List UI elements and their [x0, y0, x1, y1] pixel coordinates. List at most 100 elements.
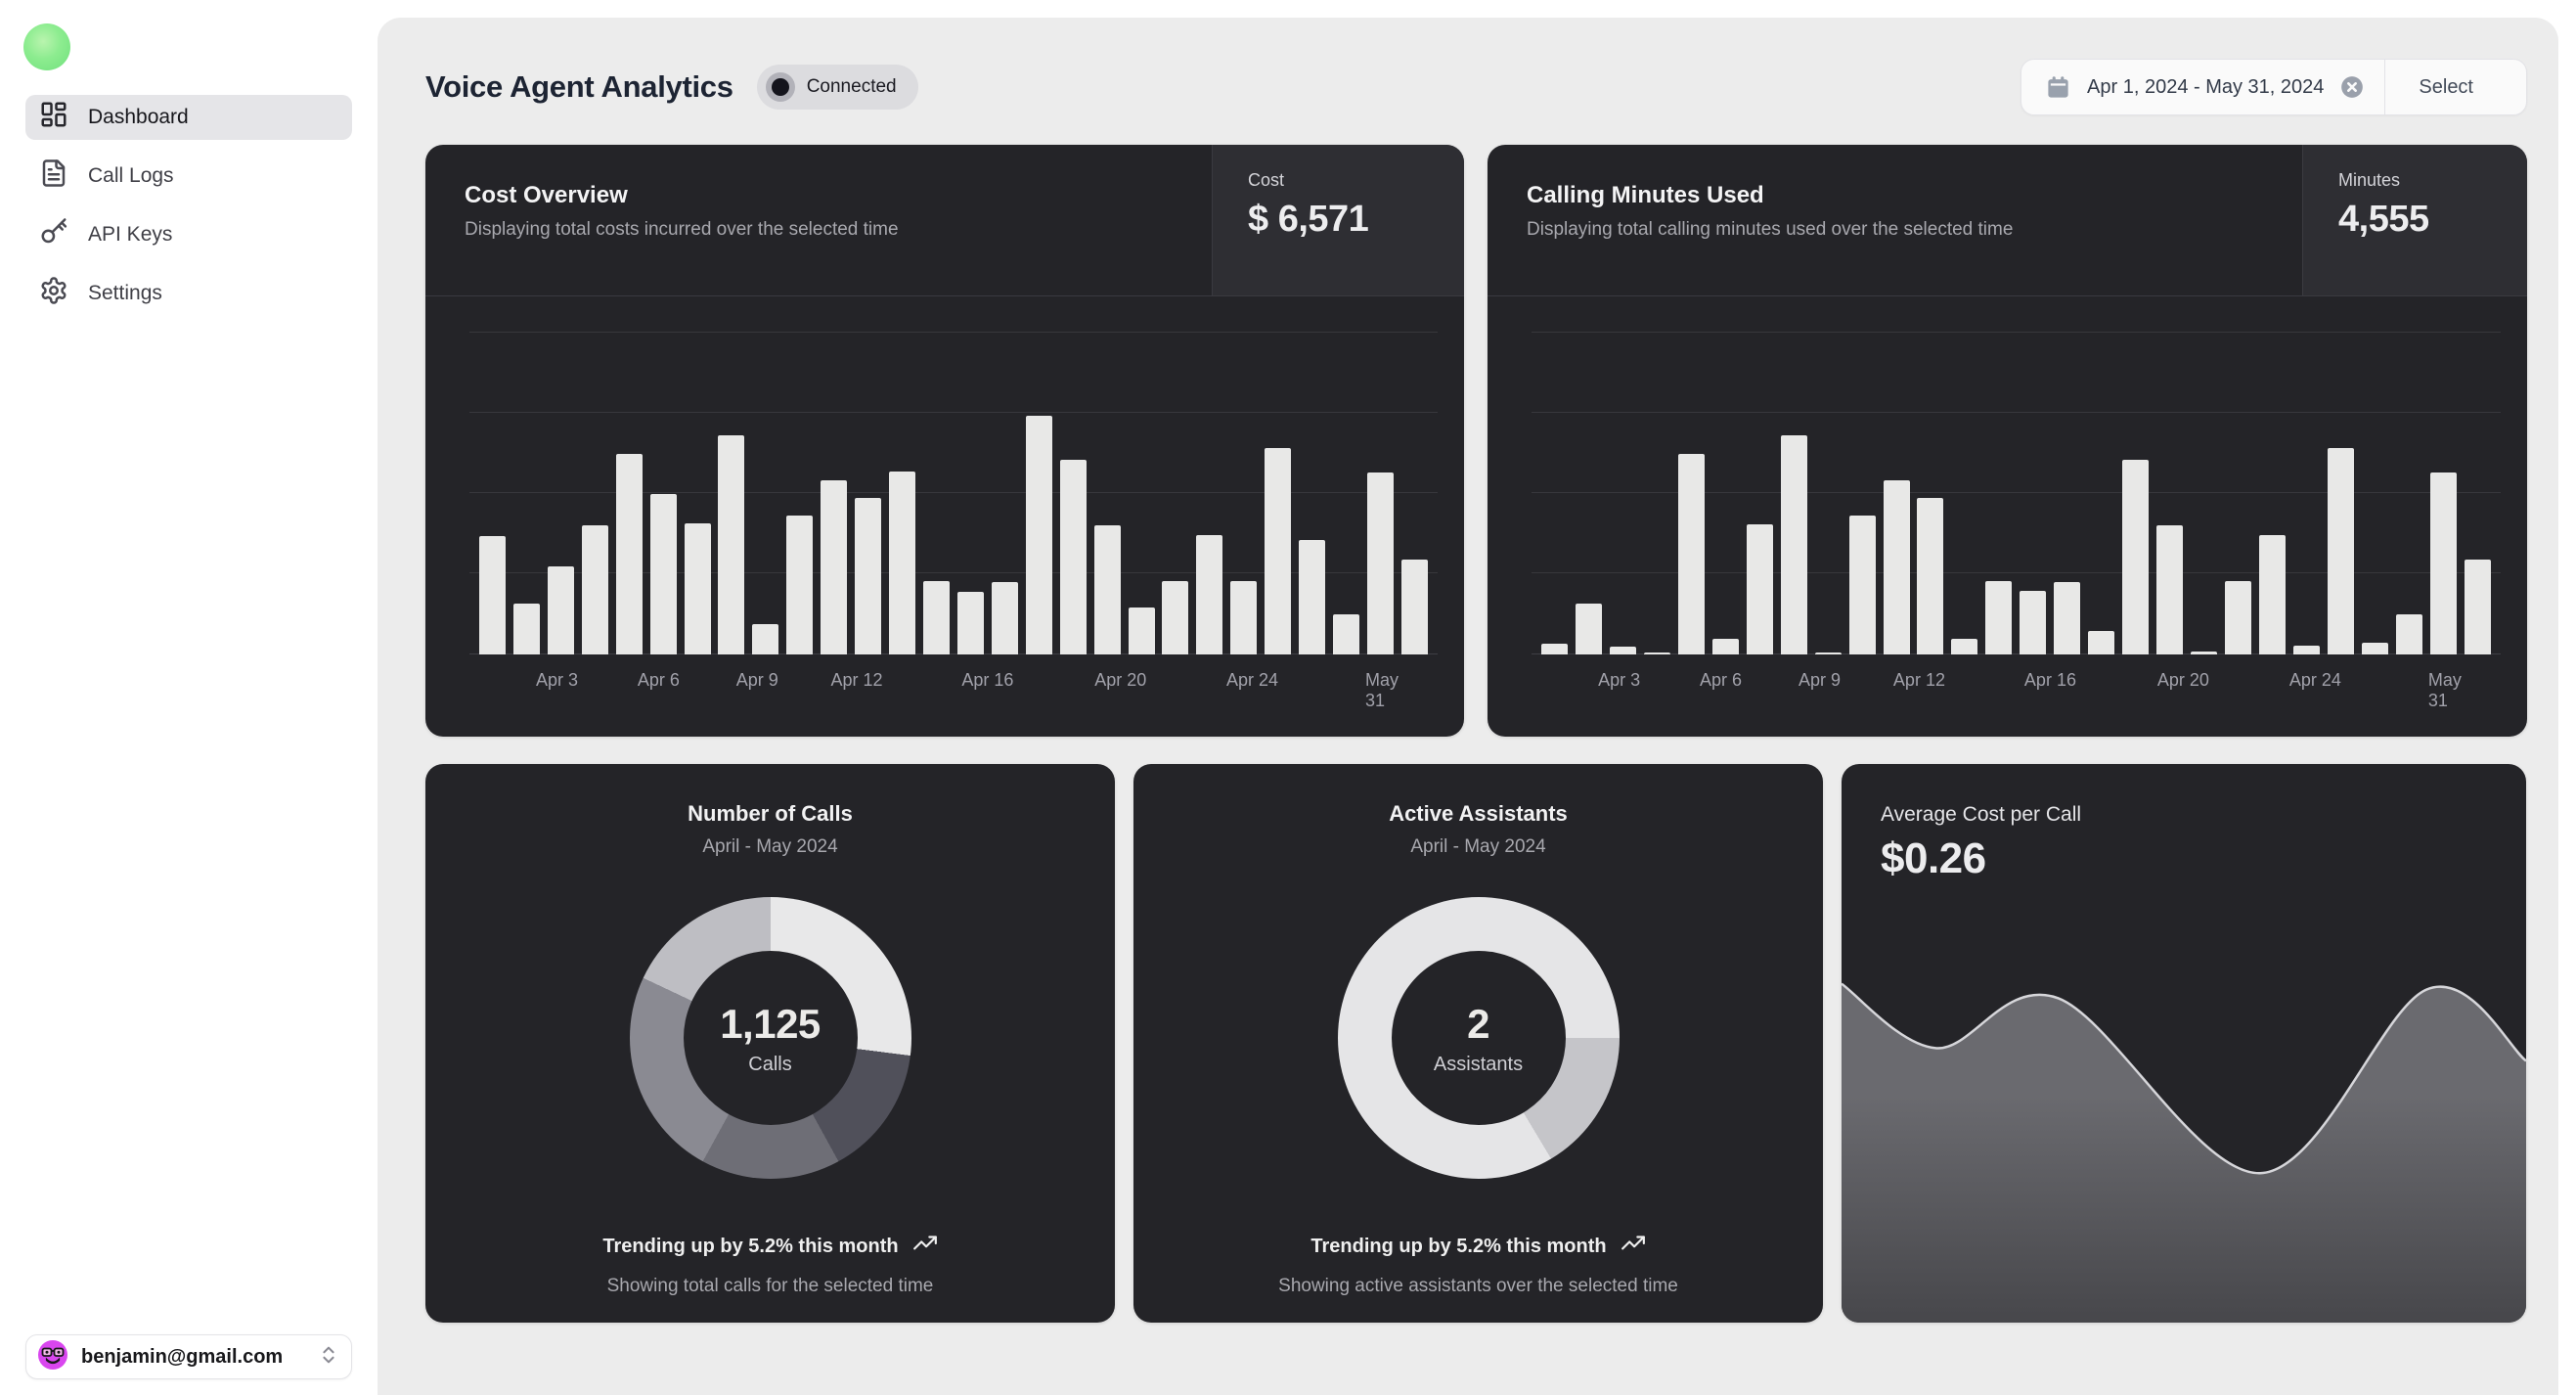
sidebar-item-label: Settings	[88, 282, 162, 304]
x-tick-label: Apr 24	[2288, 670, 2341, 690]
bar[interactable]	[2156, 525, 2184, 654]
connection-status-badge: Connected	[756, 65, 918, 110]
bar-chart-plot	[1532, 296, 2501, 654]
bar[interactable]	[1575, 604, 1602, 654]
bar[interactable]	[1299, 540, 1326, 654]
bar[interactable]	[1366, 472, 1394, 654]
bar[interactable]	[1333, 614, 1360, 654]
bar[interactable]	[2191, 652, 2218, 654]
status-label: Connected	[806, 76, 897, 97]
minutes-stat-box[interactable]: Minutes 4,555	[2302, 145, 2527, 295]
file-text-icon	[39, 158, 68, 194]
date-range-value: Apr 1, 2024 - May 31, 2024	[2087, 75, 2325, 98]
bar[interactable]	[1128, 608, 1155, 654]
stat-value: $ 6,571	[1248, 199, 1369, 240]
assistants-total: 2	[1467, 1000, 1489, 1047]
bar[interactable]	[2327, 448, 2354, 654]
bar[interactable]	[1711, 639, 1739, 654]
x-tick-label: Apr 9	[1798, 670, 1842, 690]
bar[interactable]	[1093, 525, 1121, 654]
bar[interactable]	[2429, 472, 2457, 654]
status-dot-icon	[765, 72, 795, 102]
bar[interactable]	[512, 604, 540, 654]
bar[interactable]	[2088, 631, 2115, 654]
bar[interactable]	[2292, 646, 2320, 654]
bar[interactable]	[855, 498, 882, 654]
bar[interactable]	[1265, 448, 1292, 654]
date-range-picker: Apr 1, 2024 - May 31, 2024 Select	[2021, 59, 2527, 115]
bar[interactable]	[1230, 581, 1258, 654]
active-assistants-card: Active Assistants April - May 2024 2 Ass…	[1133, 764, 1823, 1323]
bar[interactable]	[2395, 614, 2422, 654]
sidebar-item-label: Dashboard	[88, 106, 189, 128]
date-range-button[interactable]: Apr 1, 2024 - May 31, 2024	[2021, 60, 2384, 114]
bar[interactable]	[1883, 480, 1910, 654]
x-axis-line	[469, 653, 1438, 654]
calls-donut-chart[interactable]: 1,125 Calls	[629, 897, 911, 1179]
bar[interactable]	[649, 494, 677, 654]
bar[interactable]	[2225, 581, 2252, 654]
calls-total: 1,125	[720, 1000, 821, 1047]
bar[interactable]	[2259, 535, 2287, 654]
bar[interactable]	[752, 624, 779, 654]
sidebar-item-api-keys[interactable]: API Keys	[25, 212, 352, 257]
bar[interactable]	[479, 536, 506, 654]
bar[interactable]	[1059, 460, 1087, 654]
clear-date-icon[interactable]	[2339, 74, 2365, 100]
bar-chart-plot	[469, 296, 1438, 654]
bar[interactable]	[2054, 582, 2081, 654]
sidebar-nav: Dashboard Call Logs API Keys Settings	[25, 95, 352, 330]
bar[interactable]	[1025, 416, 1052, 654]
number-of-calls-card: Number of Calls April - May 2024 1,125 C…	[425, 764, 1115, 1323]
bar[interactable]	[1780, 435, 1807, 654]
bar[interactable]	[615, 454, 643, 654]
key-icon	[39, 217, 68, 252]
date-select-button[interactable]: Select	[2419, 75, 2473, 98]
bar[interactable]	[2122, 460, 2150, 654]
bar[interactable]	[1609, 647, 1636, 654]
bar[interactable]	[1985, 581, 2013, 654]
x-tick-label: May 31	[1364, 670, 1399, 710]
bar[interactable]	[889, 472, 916, 654]
app-logo[interactable]	[23, 23, 70, 70]
bar[interactable]	[2020, 591, 2047, 654]
bar[interactable]	[956, 592, 984, 654]
bar[interactable]	[2464, 560, 2491, 654]
sidebar-item-call-logs[interactable]: Call Logs	[25, 154, 352, 199]
card-subtitle: Displaying total costs incurred over the…	[465, 219, 899, 240]
bar[interactable]	[1848, 516, 1876, 654]
bar[interactable]	[718, 435, 745, 654]
bar[interactable]	[1814, 652, 1842, 654]
trend-text: Trending up by 5.2% this month	[602, 1235, 899, 1257]
bar[interactable]	[1951, 639, 1978, 654]
bar[interactable]	[1162, 581, 1189, 654]
bar[interactable]	[2361, 643, 2388, 654]
cost-stat-box[interactable]: Cost $ 6,571	[1212, 145, 1464, 295]
bar[interactable]	[1400, 560, 1428, 654]
bar[interactable]	[1746, 524, 1773, 654]
sidebar-item-dashboard[interactable]: Dashboard	[25, 95, 352, 140]
x-tick-label: Apr 12	[1892, 670, 1945, 690]
bar[interactable]	[547, 566, 574, 654]
x-tick-label: Apr 3	[1598, 670, 1641, 690]
bar[interactable]	[786, 516, 814, 654]
gridline	[1532, 332, 2501, 333]
layout-dashboard-icon	[39, 100, 68, 135]
calendar-icon	[2045, 74, 2071, 101]
assistants-donut-chart[interactable]: 2 Assistants	[1337, 897, 1620, 1179]
bar[interactable]	[922, 581, 950, 654]
bar[interactable]	[991, 582, 1018, 654]
bar[interactable]	[1643, 652, 1670, 654]
gridline	[1532, 412, 2501, 413]
x-tick-label: Apr 9	[735, 670, 778, 690]
card-title: Average Cost per Call	[1881, 803, 2082, 826]
user-account-menu[interactable]: benjamin@gmail.com	[25, 1334, 352, 1379]
bar[interactable]	[684, 523, 711, 654]
bar[interactable]	[1677, 454, 1705, 654]
bar[interactable]	[821, 480, 848, 654]
bar[interactable]	[1196, 535, 1223, 654]
bar[interactable]	[581, 525, 608, 654]
bar[interactable]	[1917, 498, 1944, 654]
bar[interactable]	[1541, 644, 1568, 654]
sidebar-item-settings[interactable]: Settings	[25, 271, 352, 316]
